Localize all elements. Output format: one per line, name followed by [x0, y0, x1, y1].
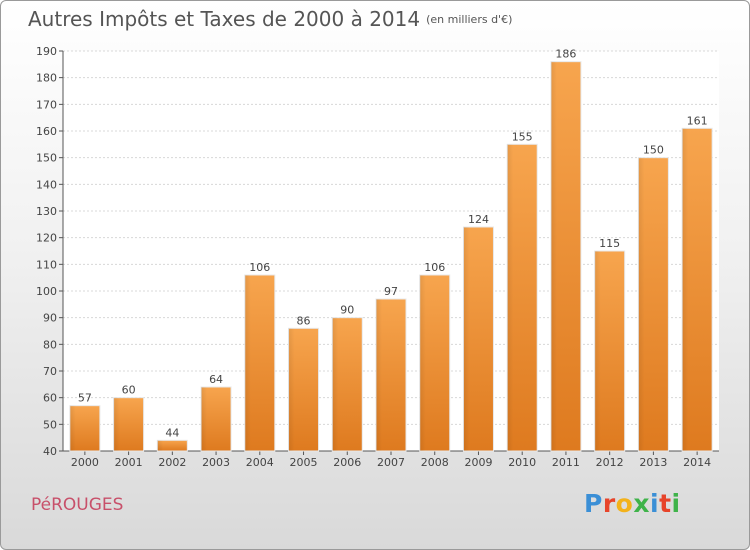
x-tick-label: 2002: [158, 456, 186, 469]
data-label: 97: [384, 285, 398, 298]
y-tick-label: 60: [43, 392, 57, 405]
x-tick-label: 2006: [333, 456, 361, 469]
bar-shade-2007: [376, 299, 382, 451]
data-label: 150: [643, 144, 664, 157]
x-tick-label: 2010: [508, 456, 536, 469]
chart-title-text: Autres Impôts et Taxes de 2000 à 2014: [28, 7, 421, 31]
logo-letter: r: [602, 489, 616, 518]
logo-letter: P: [584, 489, 603, 518]
bar-shade-2005: [288, 328, 295, 451]
data-label: 124: [468, 213, 489, 226]
x-tick-label: 2011: [552, 456, 580, 469]
x-tick-label: 2000: [71, 456, 99, 469]
y-tick-label: 180: [36, 72, 57, 85]
x-tick-label: 2003: [202, 456, 230, 469]
x-tick-label: 2014: [683, 456, 711, 469]
y-tick-label: 150: [36, 152, 57, 165]
bar-shade-2006: [332, 317, 339, 451]
x-tick-label: 2009: [464, 456, 492, 469]
data-label: 161: [687, 114, 708, 127]
bar-shade-2008: [419, 275, 426, 451]
commune-name: PéROUGES: [31, 495, 124, 515]
y-tick-label: 190: [36, 45, 57, 58]
data-label: 64: [209, 373, 223, 386]
data-label: 186: [555, 48, 576, 61]
chart-unit: (en milliers d'€): [426, 13, 513, 26]
data-label: 106: [249, 261, 270, 274]
bar-shade-2012: [594, 251, 601, 451]
x-tick-label: 2012: [596, 456, 624, 469]
y-tick-label: 130: [36, 205, 57, 218]
data-label: 57: [78, 392, 92, 405]
bar-shade-2000: [69, 405, 76, 451]
y-tick-label: 40: [43, 445, 57, 458]
bar-shade-2011: [550, 61, 557, 452]
x-tick-label: 2001: [115, 456, 143, 469]
y-tick-label: 120: [36, 232, 57, 245]
bar-chart: 40 50 60 70 80 90 100 110 120 130 140 150 160 170 180 1…: [36, 45, 719, 469]
data-label: 115: [599, 237, 620, 250]
x-tick-label: 2008: [421, 456, 449, 469]
x-tick-label: 2004: [246, 456, 274, 469]
logo-letter: i: [650, 489, 660, 518]
x-tick-label: 2005: [290, 456, 318, 469]
y-tick-label: 70: [43, 365, 57, 378]
y-tick-label: 140: [36, 178, 57, 191]
y-tick-label: 90: [43, 312, 57, 325]
data-label: 155: [512, 130, 533, 143]
proxiti-logo: Proxiti: [584, 489, 681, 518]
logo-letter: x: [633, 489, 650, 518]
y-tick-label: 50: [43, 418, 57, 431]
bar-shade-2010: [507, 144, 514, 452]
y-tick-label: 100: [36, 285, 57, 298]
bar-shade-2004: [244, 275, 251, 451]
x-tick-label: 2013: [639, 456, 667, 469]
bar-shade-2003: [201, 387, 208, 451]
y-tick-label: 170: [36, 98, 57, 111]
logo-letter: o: [615, 489, 634, 518]
data-label: 90: [340, 304, 354, 317]
bar-shade-2009: [463, 227, 470, 451]
data-label: 44: [165, 426, 179, 439]
y-tick-label: 80: [43, 338, 57, 351]
data-label: 86: [297, 314, 311, 327]
data-label: 106: [424, 261, 445, 274]
bar-shade-2013: [638, 157, 645, 451]
chart-title: Autres Impôts et Taxes de 2000 à 2014 (en…: [28, 7, 512, 31]
bar-shade-2014: [682, 128, 689, 451]
logo-letter: i: [671, 489, 681, 518]
y-tick-label: 110: [36, 258, 57, 271]
bar-shade-2001: [113, 397, 120, 451]
y-tick-label: 160: [36, 125, 57, 138]
logo-letter: t: [659, 489, 672, 518]
x-tick-label: 2007: [377, 456, 405, 469]
data-label: 60: [122, 384, 136, 397]
bar-shade-2002: [157, 440, 164, 451]
